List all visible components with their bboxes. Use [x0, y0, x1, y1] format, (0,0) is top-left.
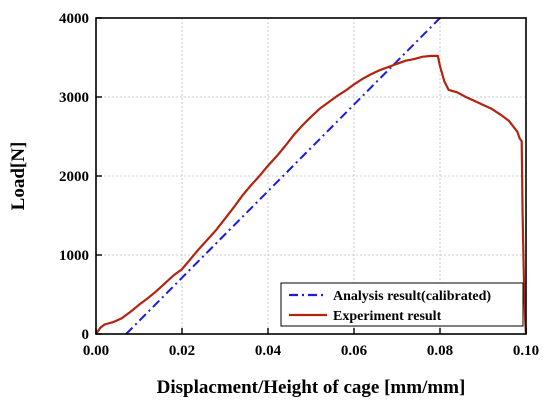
x-tick-label: 0.02	[169, 343, 195, 359]
x-tick-label: 0.00	[83, 343, 109, 359]
ticks: 0.00 0.02 0.04 0.06 0.08 0.10 0 1000 2000 3000 400…	[59, 11, 539, 359]
y-tick-label: 3000	[59, 90, 89, 106]
experiment-series-line	[95, 54, 528, 335]
legend-label-analysis: Analysis result(calibrated)	[333, 289, 491, 304]
legend-box	[280, 282, 524, 327]
analysis-series-line	[125, 17, 441, 335]
x-tick-label: 0.04	[255, 343, 282, 359]
x-axis-title: Displacment/Height of cage [mm/mm]	[157, 377, 466, 398]
y-tick-label: 1000	[59, 248, 89, 264]
legend-label-experiment: Experiment result	[333, 309, 442, 324]
series-layer	[95, 17, 528, 335]
y-tick-label: 2000	[59, 169, 89, 185]
y-tick-label: 0	[82, 327, 90, 343]
x-tick-label: 0.10	[513, 343, 539, 359]
grid-lines	[96, 18, 526, 334]
x-tick-label: 0.08	[427, 343, 453, 359]
y-tick-label: 4000	[59, 11, 89, 27]
x-tick-label: 0.06	[341, 343, 368, 359]
y-axis-title: Load[N]	[8, 142, 29, 211]
legend: Analysis result(calibrated) Experiment r…	[280, 282, 524, 327]
